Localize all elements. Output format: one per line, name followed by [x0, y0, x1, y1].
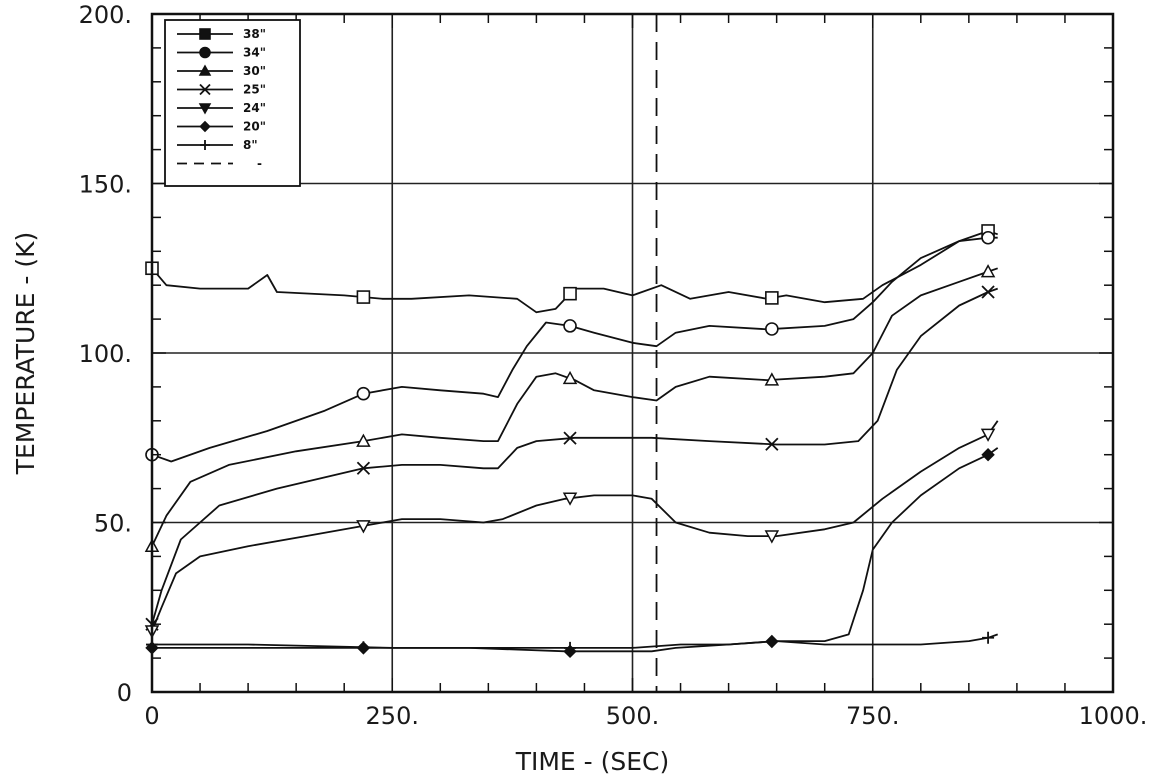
y-axis-label: TEMPERATURE - (K): [11, 232, 40, 476]
x-tick-label: 1000.: [1079, 702, 1148, 730]
legend-marker-6: [200, 140, 210, 150]
series-marker-1: [563, 319, 577, 333]
legend-marker-4: [198, 103, 212, 115]
series-marker-2: [562, 370, 578, 385]
series-marker-1: [356, 386, 371, 401]
legend-marker-2: [198, 64, 212, 76]
y-tick-label: 200.: [79, 1, 132, 29]
legend-label-1: 34": [243, 46, 266, 60]
legend-label-dashed: -: [257, 157, 262, 171]
y-tick-label: 50.: [94, 510, 132, 538]
legend-marker-0: [199, 28, 211, 40]
series-line-2: [151, 267, 998, 547]
series-marker-2: [980, 264, 996, 278]
x-axis-label: TIME - (SEC): [515, 747, 670, 776]
series-markers: [144, 224, 996, 659]
series-line-5: [152, 447, 999, 653]
series-line-1: [151, 236, 998, 463]
series-marker-4: [980, 428, 996, 442]
series-line-3: [151, 287, 999, 625]
series-marker-4: [764, 530, 780, 544]
x-tick-label: 250.: [366, 702, 419, 730]
series-marker-2: [356, 433, 371, 447]
series-marker-0: [765, 291, 779, 305]
legend: 38" 34" 30" 25" 24" 20" 8" -: [164, 19, 301, 187]
series-marker-6: [357, 641, 370, 654]
y-tick-label: 100.: [79, 340, 132, 368]
series-marker-4: [356, 520, 371, 534]
series-line-4: [151, 420, 999, 632]
legend-label-6: 8": [243, 138, 258, 152]
y-tick-label: 150.: [79, 171, 132, 199]
series-marker-3: [356, 461, 371, 475]
series-marker-0: [356, 290, 371, 304]
series-marker-3: [981, 285, 995, 299]
series-line-6: [152, 633, 999, 649]
legend-label-5: 20": [243, 120, 266, 134]
legend-marker-1: [199, 46, 211, 59]
series-marker-2: [764, 372, 780, 386]
legend-label-3: 25": [243, 83, 266, 97]
legend-marker-3: [199, 83, 211, 96]
series-marker-1: [981, 230, 995, 245]
series-marker-6: [765, 635, 778, 648]
legend-label-4: 24": [243, 101, 266, 115]
x-tick-label: 750.: [846, 702, 899, 730]
series-marker-0: [563, 286, 577, 301]
series-line-0: [151, 230, 998, 314]
legend-label-2: 30": [243, 64, 266, 78]
series-marker-6: [564, 641, 577, 654]
legend-label-0: 38": [243, 27, 266, 41]
series-marker-1: [765, 322, 779, 336]
axis-ticks: [151, 13, 1114, 693]
legend-box: [164, 19, 301, 187]
series-marker-5: [981, 447, 995, 462]
legend-marker-5: [199, 120, 211, 133]
x-tick-label: 0: [144, 702, 159, 730]
y-tick-label: 0: [117, 679, 132, 707]
series-marker-4: [562, 492, 578, 506]
tick-labels: 0 250. 500. 750. 1000. 0 50. 100. 150. 200.: [79, 1, 1148, 730]
series-marker-6: [982, 631, 995, 644]
series-marker-3: [563, 431, 577, 445]
series-marker-3: [765, 437, 779, 451]
x-tick-label: 500.: [606, 702, 659, 730]
